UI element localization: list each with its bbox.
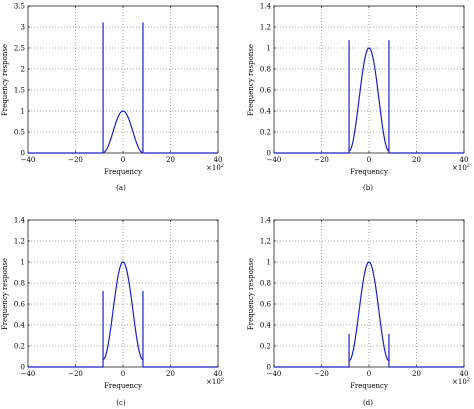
x-multiplier: ×102 [206, 163, 224, 172]
x-tick-label: 20 [166, 370, 175, 378]
y-tick-label: 1.5 [14, 87, 25, 95]
y-tick-label: 0.4 [260, 322, 272, 330]
y-tick-label: 1.4 [260, 217, 272, 225]
y-tick-label: 0.4 [260, 108, 272, 116]
y-tick-label: 0 [21, 150, 25, 158]
x-tick-label: −40 [21, 370, 36, 378]
y-tick-label: 0.2 [260, 129, 271, 137]
response-curve [274, 261, 464, 368]
response-curve [274, 40, 464, 154]
x-multiplier: ×102 [452, 377, 470, 386]
y-tick-label: 3.5 [14, 3, 25, 11]
x-tick-label: 40 [214, 156, 223, 164]
y-axis-label: Frequency response [247, 258, 255, 330]
y-tick-label: 0.4 [14, 322, 26, 330]
y-tick-label: 1.2 [14, 238, 25, 246]
y-axis-label: Frequency response [1, 44, 9, 116]
y-tick-label: 1.2 [260, 24, 271, 32]
x-tick-label: 20 [412, 156, 421, 164]
x-tick-label: 0 [121, 156, 125, 164]
y-tick-label: 0.6 [260, 87, 272, 95]
panel-caption: (d) [363, 399, 373, 407]
y-tick-label: 0 [267, 150, 271, 158]
plot-frame [273, 5, 465, 154]
y-tick-label: 2.5 [14, 45, 25, 53]
y-tick-label: 3 [21, 24, 25, 32]
y-tick-label: 1 [267, 259, 271, 267]
y-tick-label: 0.6 [260, 301, 272, 309]
y-tick-label: 1.4 [260, 3, 272, 11]
y-tick-label: 0.8 [260, 280, 271, 288]
x-tick-label: −20 [314, 156, 329, 164]
x-tick-label: −20 [314, 370, 329, 378]
x-tick-label: 20 [166, 156, 175, 164]
panel-2: −40 −20 0 20 40 0 0.2 0.4 0.6 0.8 1 1.2 1.4 ×102 Frequ… [1, 217, 224, 408]
y-tick-label: 0.5 [14, 129, 25, 137]
y-tick-label: 0.2 [14, 343, 25, 351]
x-tick-label: −40 [267, 370, 282, 378]
x-tick-label: −40 [21, 156, 36, 164]
y-tick-label: 0.6 [14, 301, 26, 309]
y-tick-label: 0 [267, 364, 271, 372]
y-axis-label: Frequency response [247, 44, 255, 116]
x-tick-label: 0 [367, 156, 371, 164]
response-curve [28, 261, 218, 368]
x-multiplier-exp: 2 [221, 163, 224, 169]
y-tick-label: 1 [21, 108, 25, 116]
x-axis-label: Frequency [104, 168, 142, 176]
x-tick-label: −40 [267, 156, 282, 164]
x-multiplier: ×102 [452, 163, 470, 172]
x-multiplier-base: ×10 [452, 164, 467, 172]
x-multiplier-base: ×10 [206, 164, 221, 172]
x-multiplier: ×102 [206, 377, 224, 386]
x-tick-label: −20 [68, 370, 83, 378]
plot-frame [273, 219, 465, 368]
x-multiplier-base: ×10 [206, 378, 221, 386]
response-curve [28, 22, 218, 154]
y-tick-label: 1.2 [260, 238, 271, 246]
y-tick-label: 1 [267, 45, 271, 53]
panel-3: −40 −20 0 20 40 0 0.2 0.4 0.6 0.8 1 1.2 1.4 ×102 Frequ… [247, 217, 470, 408]
y-axis-label: Frequency response [1, 258, 9, 330]
x-multiplier-exp: 2 [221, 377, 224, 383]
x-tick-label: 40 [214, 370, 223, 378]
x-multiplier-exp: 2 [467, 377, 470, 383]
x-multiplier-exp: 2 [467, 163, 470, 169]
y-tick-label: 0.8 [14, 280, 25, 288]
panel-caption: (a) [116, 184, 126, 192]
panel-0: −40 −20 0 20 4000.511.522.533.5×102Frequency… [1, 3, 224, 193]
x-tick-label: −20 [68, 156, 83, 164]
panel-caption: (b) [363, 184, 373, 192]
plot-frame [27, 5, 219, 154]
x-multiplier-base: ×10 [452, 378, 467, 386]
plot-frame [27, 219, 219, 368]
x-tick-label: 0 [121, 370, 125, 378]
x-axis-label: Frequency [350, 382, 388, 390]
x-tick-label: 40 [460, 156, 469, 164]
x-tick-label: 0 [367, 370, 371, 378]
panel-caption: (c) [116, 399, 126, 407]
y-tick-label: 0 [21, 364, 25, 372]
x-tick-label: 40 [460, 370, 469, 378]
y-tick-label: 1 [21, 259, 25, 267]
y-tick-label: 0.2 [260, 343, 271, 351]
y-tick-label: 1.4 [14, 217, 26, 225]
x-tick-label: 20 [412, 370, 421, 378]
y-tick-label: 2 [21, 66, 25, 74]
x-axis-label: Frequency [104, 382, 142, 390]
y-tick-label: 0.8 [260, 66, 271, 74]
panel-1: −40 −20 0 20 40 0 0.2 0.4 0.6 0.8 1 1.2 1.4 ×102 Frequ… [247, 3, 470, 193]
x-axis-label: Frequency [350, 168, 388, 176]
